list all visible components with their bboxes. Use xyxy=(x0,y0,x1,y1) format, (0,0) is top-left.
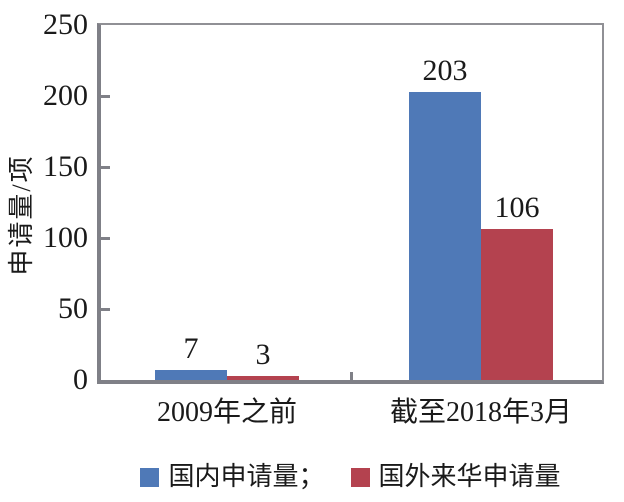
legend-label: 国内申请量； xyxy=(168,462,325,491)
bar-foreign-cat2 xyxy=(481,229,553,380)
legend: 国内申请量； 国外来华申请量 xyxy=(97,460,604,494)
legend-swatch-icon xyxy=(140,467,160,487)
y-axis-tick-label: 250 xyxy=(43,8,88,41)
y-axis-tick-mark xyxy=(101,165,110,169)
x-axis-tick-mark xyxy=(350,372,353,380)
bar-value-label: 7 xyxy=(183,332,199,366)
y-axis-tick-label: 50 xyxy=(58,292,88,325)
legend-label: 国外来华申请量 xyxy=(378,462,561,491)
legend-item-foreign: 国外来华申请量 xyxy=(350,462,561,492)
bar-value-label: 3 xyxy=(255,337,271,371)
bar-foreign-cat1 xyxy=(227,375,299,380)
y-axis-tick-label: 200 xyxy=(43,79,88,112)
plot-area: 7 3 203 106 xyxy=(97,23,604,384)
legend-item-domestic: 国内申请量； xyxy=(140,462,325,492)
bar-value-label: 203 xyxy=(422,53,468,87)
y-axis-tick-label: 100 xyxy=(43,221,88,254)
legend-swatch-icon xyxy=(350,467,370,487)
bar-domestic-cat1 xyxy=(155,370,227,380)
y-axis-tick-mark xyxy=(101,94,110,98)
y-axis-tick-mark xyxy=(101,307,110,311)
x-axis-category-label: 截至2018年3月 xyxy=(389,397,572,428)
y-axis-tick-label: 150 xyxy=(43,150,88,183)
bar-domestic-cat2 xyxy=(409,91,481,380)
x-axis-category-label: 2009年之前 xyxy=(156,397,297,428)
y-axis-tick-label: 0 xyxy=(73,363,88,396)
y-axis-title: 申请量/项 xyxy=(7,154,36,276)
bar-value-label: 106 xyxy=(494,191,540,225)
y-axis-tick-mark xyxy=(101,236,110,240)
